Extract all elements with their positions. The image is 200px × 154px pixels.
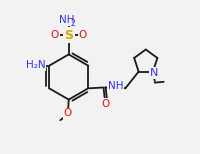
- Text: O: O: [101, 99, 109, 109]
- Text: NH: NH: [108, 81, 123, 91]
- Text: H₂N: H₂N: [26, 60, 45, 70]
- Text: NH: NH: [59, 15, 75, 25]
- Text: S: S: [64, 29, 73, 42]
- Text: O: O: [64, 108, 72, 118]
- Text: 2: 2: [71, 19, 76, 28]
- Text: O: O: [78, 30, 87, 40]
- Text: N: N: [150, 68, 158, 78]
- Text: O: O: [51, 30, 59, 40]
